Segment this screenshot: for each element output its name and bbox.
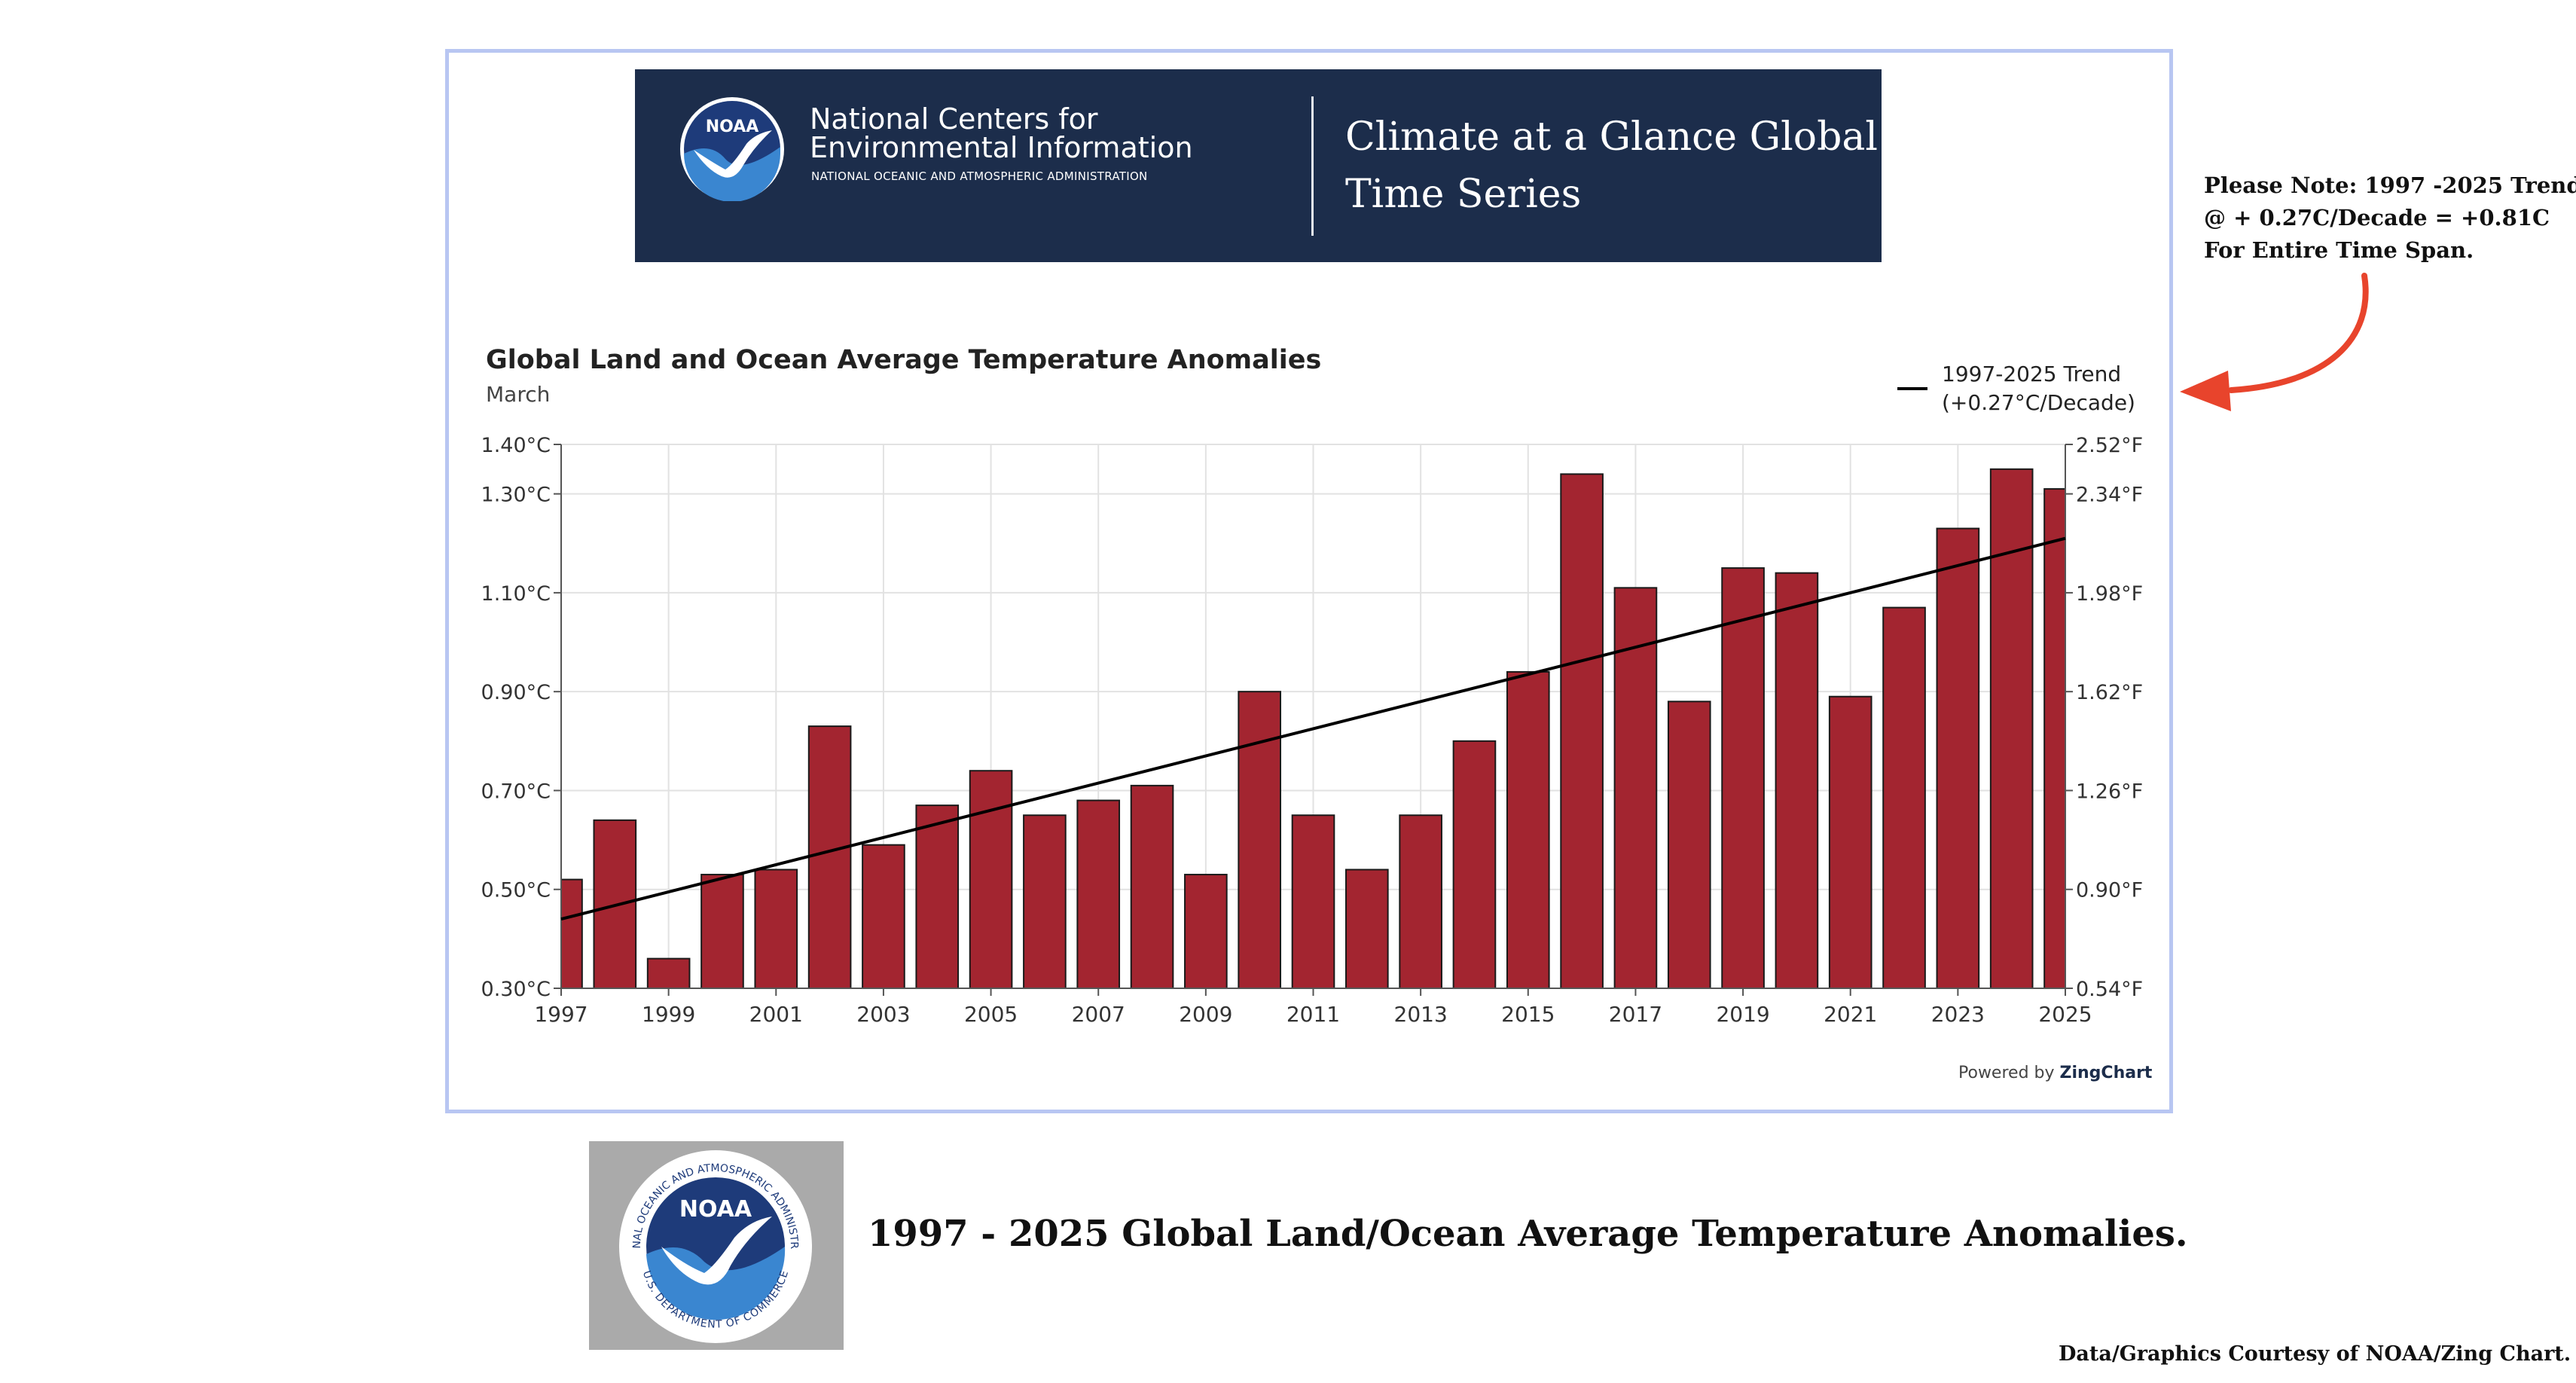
x-tick-label: 2003 bbox=[856, 1002, 910, 1027]
banner-divider bbox=[1311, 96, 1314, 236]
org-name-line2: Environmental Information bbox=[810, 131, 1193, 164]
x-tick-label: 2023 bbox=[1931, 1002, 1985, 1027]
bar-2023[interactable] bbox=[1936, 527, 1980, 989]
seal-center-text: NOAA bbox=[679, 1196, 752, 1223]
y-tick-label-left: 1.10°C bbox=[481, 582, 551, 606]
trend-line bbox=[560, 536, 2066, 921]
bar-2002[interactable] bbox=[807, 725, 852, 989]
powered-by-prefix: Powered by bbox=[1958, 1064, 2055, 1082]
noaa-logo: NOAA bbox=[680, 97, 784, 201]
bar-2006[interactable] bbox=[1023, 814, 1067, 989]
x-tick-label: 2019 bbox=[1716, 1002, 1769, 1027]
legend-trend-swatch bbox=[1897, 387, 1927, 390]
banner-title-line2: Time Series bbox=[1345, 172, 1582, 217]
legend-trend-label[interactable]: 1997-2025 Trend bbox=[1942, 362, 2122, 386]
x-tick-label: 2015 bbox=[1501, 1002, 1555, 1027]
y-tick-label-right: 0.90°F bbox=[2076, 879, 2143, 902]
bar-2001[interactable] bbox=[754, 869, 798, 990]
noaa-seal-icon: NOAA NATIONAL OCEANIC AND ATMOSPHERIC AD… bbox=[610, 1141, 812, 1343]
note-line1: Please Note: 1997 -2025 Trend bbox=[2204, 172, 2576, 198]
y-tick-label-left: 0.70°C bbox=[481, 780, 551, 803]
bar-2005[interactable] bbox=[969, 770, 1013, 989]
x-tick-label: 1997 bbox=[534, 1002, 588, 1027]
bar-2003[interactable] bbox=[862, 844, 905, 989]
x-tick-label: 2001 bbox=[749, 1002, 803, 1027]
y-tick-label-left: 0.30°C bbox=[481, 978, 551, 1001]
temperature-bar-chart: 0.30°C 0.50°C 0.70°C 0.90°C 1.10°C 1.30°C 1.40… bbox=[481, 434, 2144, 1027]
x-tick-label: 1999 bbox=[642, 1002, 695, 1027]
bar-2004[interactable] bbox=[915, 804, 960, 990]
bar-1999[interactable] bbox=[646, 957, 691, 989]
bar-2020[interactable] bbox=[1775, 572, 1819, 989]
x-tick-label: 2011 bbox=[1286, 1002, 1340, 1027]
y-tick-label-left: 0.90°C bbox=[481, 681, 551, 704]
legend-trend-rate: (+0.27°C/Decade) bbox=[1942, 390, 2135, 415]
ncei-banner: NOAA National Centers for Environmental … bbox=[635, 69, 1882, 262]
x-tick-label: 2009 bbox=[1179, 1002, 1232, 1027]
bar-2008[interactable] bbox=[1130, 784, 1174, 989]
y-tick-label-left: 0.50°C bbox=[481, 879, 551, 902]
bar-2015[interactable] bbox=[1506, 670, 1550, 989]
figure-caption: 1997 - 2025 Global Land/Ocean Average Te… bbox=[868, 1213, 2188, 1255]
noaa-seal-box: NOAA NATIONAL OCEANIC AND ATMOSPHERIC AD… bbox=[589, 1141, 844, 1350]
bar-2012[interactable] bbox=[1345, 869, 1389, 990]
noaa-logo-text: NOAA bbox=[706, 118, 759, 136]
zingchart-link[interactable]: ZingChart bbox=[2059, 1064, 2153, 1082]
bar-2011[interactable] bbox=[1291, 814, 1335, 989]
credit-line: Data/Graphics Courtesy of NOAA/Zing Char… bbox=[2059, 1342, 2571, 1366]
bar-2009[interactable] bbox=[1184, 874, 1228, 990]
x-tick-label: 2005 bbox=[964, 1002, 1018, 1027]
y-tick-label-right: 1.62°F bbox=[2076, 681, 2143, 704]
y-tick-label-right: 1.98°F bbox=[2076, 582, 2143, 606]
bar-2018[interactable] bbox=[1667, 701, 1711, 989]
bar-2000[interactable] bbox=[700, 874, 744, 990]
y-tick-label-right: 2.52°F bbox=[2076, 434, 2143, 457]
banner-title-line1: Climate at a Glance Global bbox=[1345, 114, 1879, 160]
bar-2007[interactable] bbox=[1076, 799, 1121, 989]
x-tick-label: 2025 bbox=[2038, 1002, 2092, 1027]
note-line2: @ + 0.27C/Decade = +0.81C bbox=[2204, 205, 2550, 230]
x-tick-label: 2017 bbox=[1609, 1002, 1662, 1027]
x-tick-label: 2021 bbox=[1824, 1002, 1877, 1027]
bar-2019[interactable] bbox=[1721, 567, 1765, 989]
powered-by[interactable]: Powered by ZingChart bbox=[1958, 1064, 2152, 1082]
note-line3: For Entire Time Span. bbox=[2204, 237, 2474, 263]
org-name-line3: NATIONAL OCEANIC AND ATMOSPHERIC ADMINIS… bbox=[811, 169, 1148, 183]
bar-1997[interactable] bbox=[560, 878, 583, 989]
callout-arrow bbox=[2180, 273, 2369, 411]
y-tick-label-right: 2.34°F bbox=[2076, 484, 2143, 507]
bar-2022[interactable] bbox=[1882, 606, 1926, 989]
y-tick-label-right: 1.26°F bbox=[2076, 780, 2143, 803]
y-tick-label-right: 0.54°F bbox=[2076, 978, 2143, 1001]
bar-2021[interactable] bbox=[1828, 695, 1872, 990]
chart-subtitle: March bbox=[486, 382, 551, 407]
bar-2025[interactable] bbox=[2043, 488, 2066, 989]
trend-note: Please Note: 1997 -2025 Trend @ + 0.27C/… bbox=[2204, 169, 2576, 267]
y-tick-label-left: 1.30°C bbox=[481, 484, 551, 507]
org-name-line1: National Centers for bbox=[810, 102, 1098, 136]
bar-2016[interactable] bbox=[1560, 473, 1604, 989]
chart-title: Global Land and Ocean Average Temperatur… bbox=[486, 345, 1322, 375]
bar-2013[interactable] bbox=[1399, 814, 1442, 989]
x-tick-label: 2013 bbox=[1394, 1002, 1448, 1027]
x-tick-label: 2007 bbox=[1072, 1002, 1125, 1027]
bar-2014[interactable] bbox=[1452, 740, 1497, 989]
bar-2010[interactable] bbox=[1238, 691, 1281, 989]
y-tick-label-left: 1.40°C bbox=[481, 434, 551, 457]
